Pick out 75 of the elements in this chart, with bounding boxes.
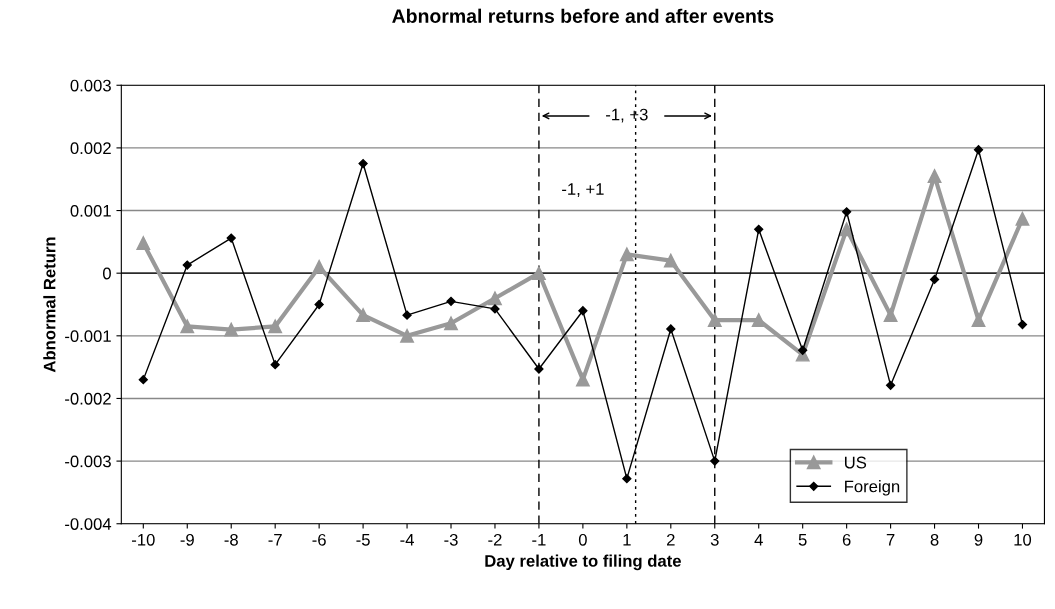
y-tick-label: -0.003 xyxy=(65,455,111,468)
point xyxy=(1015,211,1030,226)
y-tick-label: -0.001 xyxy=(65,330,111,343)
x-tick-label: 10 xyxy=(1014,533,1032,546)
point xyxy=(885,380,896,390)
point xyxy=(136,236,151,251)
point xyxy=(839,222,854,237)
point xyxy=(707,313,722,328)
point xyxy=(575,372,590,387)
x-tick-label: 2 xyxy=(667,533,675,546)
point xyxy=(402,310,412,320)
x-tick-label: 5 xyxy=(798,534,807,546)
x-tick-label: -9 xyxy=(180,533,194,546)
y-tick-label: 0 xyxy=(102,267,111,280)
point xyxy=(927,169,942,184)
point xyxy=(710,456,720,466)
point xyxy=(490,304,500,314)
point xyxy=(751,313,766,328)
point xyxy=(973,145,984,155)
x-tick-label: 0 xyxy=(578,533,587,546)
x-tick-label: -4 xyxy=(400,534,414,546)
point xyxy=(444,316,458,331)
y-tick-label: 0.001 xyxy=(70,204,111,217)
x-axis-title: Day relative to filing date xyxy=(485,554,681,571)
annotation: -1, +3 xyxy=(606,108,648,123)
x-tick-label: -2 xyxy=(488,533,502,546)
y-tick-label: 0.002 xyxy=(70,142,111,155)
x-tick-label: 9 xyxy=(974,533,983,546)
point xyxy=(488,291,502,306)
x-tick-label: -6 xyxy=(312,533,326,546)
point xyxy=(446,296,456,306)
point xyxy=(180,319,195,334)
legend-label: Foreign xyxy=(845,480,900,496)
x-tick-label: 1 xyxy=(623,534,631,546)
point xyxy=(356,308,371,323)
point xyxy=(531,266,546,281)
x-tick-label: 4 xyxy=(754,534,763,546)
y-tick-label: 0.003 xyxy=(70,79,111,92)
point xyxy=(619,247,634,262)
x-tick-label: -3 xyxy=(444,533,458,546)
point xyxy=(666,324,676,334)
x-tick-label: -8 xyxy=(224,533,238,546)
point xyxy=(971,313,986,328)
x-tick-label: 7 xyxy=(886,534,895,546)
point xyxy=(842,207,852,217)
point xyxy=(622,474,632,484)
point xyxy=(182,260,192,270)
point xyxy=(400,328,414,343)
chart-title: Abnormal returns before and after events xyxy=(392,8,774,23)
x-tick-label: -5 xyxy=(356,534,370,546)
point xyxy=(226,233,236,243)
point xyxy=(312,259,327,274)
point xyxy=(314,299,324,310)
x-tick-label: -10 xyxy=(132,533,155,546)
point xyxy=(754,224,764,234)
point xyxy=(358,158,368,169)
point xyxy=(270,360,280,370)
x-tick-label: 6 xyxy=(842,533,851,546)
annotation: -1, +1 xyxy=(562,183,604,197)
point xyxy=(798,345,808,355)
point xyxy=(224,322,239,337)
point xyxy=(663,253,678,268)
y-tick-label: -0.004 xyxy=(65,518,112,530)
x-tick-label: 3 xyxy=(710,533,719,546)
x-tick-label: 8 xyxy=(930,533,939,546)
x-tick-label: -1 xyxy=(532,534,546,546)
x-tick-label: -7 xyxy=(268,534,282,546)
point xyxy=(138,375,148,385)
legend-label: US xyxy=(844,456,867,469)
point xyxy=(578,306,588,316)
y-tick-label: -0.002 xyxy=(65,392,111,405)
y-axis-title: Abnormal Return xyxy=(43,237,56,373)
point xyxy=(929,274,940,285)
point xyxy=(883,308,898,323)
point xyxy=(268,319,283,334)
